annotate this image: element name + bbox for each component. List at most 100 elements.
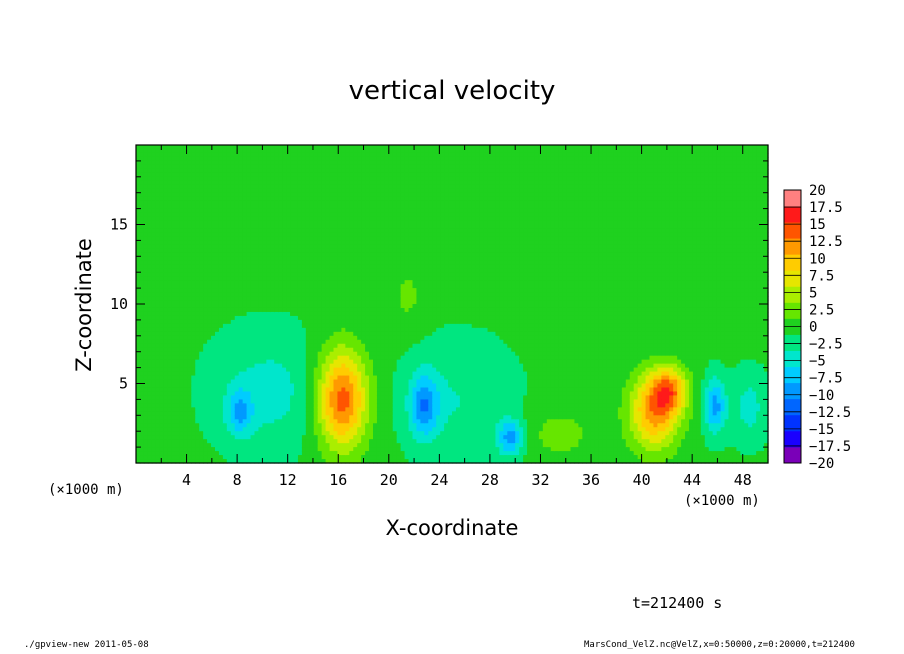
heatmap-cell — [286, 197, 291, 202]
heatmap-cell — [168, 280, 173, 285]
heatmap-cell — [223, 451, 228, 456]
heatmap-cell — [251, 332, 256, 337]
heatmap-cell — [310, 372, 315, 377]
heatmap-cell — [278, 435, 283, 440]
heatmap-cell — [294, 455, 299, 460]
heatmap-cell — [322, 320, 327, 325]
heatmap-cell — [160, 411, 165, 416]
heatmap-cell — [298, 360, 303, 365]
heatmap-cell — [318, 336, 323, 341]
heatmap-cell — [227, 455, 232, 460]
heatmap-cell — [239, 288, 244, 293]
heatmap-cell — [176, 348, 181, 353]
heatmap-cell — [179, 399, 184, 404]
heatmap-cell — [191, 244, 196, 249]
heatmap-cell — [187, 153, 192, 158]
heatmap-cell — [191, 439, 196, 444]
heatmap-cell — [298, 205, 303, 210]
heatmap-cell — [345, 364, 350, 369]
heatmap-cell — [144, 308, 149, 313]
heatmap-cell — [377, 157, 382, 162]
heatmap-cell — [330, 213, 335, 218]
heatmap-cell — [294, 232, 299, 237]
heatmap-cell — [369, 232, 374, 237]
heatmap-cell — [274, 399, 279, 404]
heatmap-cell — [255, 431, 260, 436]
heatmap-cell — [365, 169, 370, 174]
heatmap-cell — [199, 248, 204, 253]
heatmap-cell — [258, 316, 263, 321]
heatmap-cell — [203, 348, 208, 353]
heatmap-cell — [290, 435, 295, 440]
heatmap-cell — [262, 300, 267, 305]
heatmap-cell — [183, 451, 188, 456]
heatmap-cell — [282, 284, 287, 289]
heatmap-cell — [341, 284, 346, 289]
heatmap-cell — [334, 165, 339, 170]
heatmap-cell — [353, 308, 358, 313]
heatmap-cell — [377, 213, 382, 218]
heatmap-cell — [258, 288, 263, 293]
heatmap-cell — [191, 161, 196, 166]
heatmap-cell — [176, 312, 181, 317]
heatmap-cell — [195, 419, 200, 424]
heatmap-cell — [294, 391, 299, 396]
heatmap-cell — [172, 411, 177, 416]
heatmap-cell — [152, 451, 157, 456]
heatmap-cell — [148, 205, 153, 210]
heatmap-cell — [235, 161, 240, 166]
heatmap-cell — [164, 157, 169, 162]
heatmap-cell — [377, 352, 382, 357]
heatmap-cell — [239, 284, 244, 289]
heatmap-cell — [377, 232, 382, 237]
heatmap-cell — [191, 209, 196, 214]
heatmap-cell — [318, 228, 323, 233]
heatmap-cell — [330, 384, 335, 389]
heatmap-cell — [247, 328, 252, 333]
heatmap-cell — [148, 372, 153, 377]
heatmap-cell — [326, 372, 331, 377]
heatmap-cell — [318, 328, 323, 333]
heatmap-cell — [353, 145, 358, 150]
heatmap-cell — [191, 264, 196, 269]
heatmap-cell — [326, 153, 331, 158]
heatmap-cell — [330, 447, 335, 452]
heatmap-cell — [298, 288, 303, 293]
heatmap-cell — [243, 304, 248, 309]
heatmap-cell — [369, 181, 374, 186]
heatmap-cell — [373, 328, 378, 333]
heatmap-cell — [239, 439, 244, 444]
heatmap-cell — [215, 201, 220, 206]
heatmap-cell — [337, 157, 342, 162]
heatmap-cell — [247, 320, 252, 325]
heatmap-cell — [207, 276, 212, 281]
heatmap-cell — [207, 284, 212, 289]
heatmap-cell — [164, 201, 169, 206]
heatmap-cell — [345, 399, 350, 404]
heatmap-cell — [282, 292, 287, 297]
heatmap-cell — [349, 288, 354, 293]
heatmap-cell — [286, 352, 291, 357]
heatmap-cell — [373, 240, 378, 245]
heatmap-cell — [361, 189, 366, 194]
heatmap-cell — [282, 256, 287, 261]
heatmap-cell — [152, 455, 157, 460]
heatmap-cell — [310, 376, 315, 381]
heatmap-cell — [369, 268, 374, 273]
heatmap-cell — [219, 276, 224, 281]
heatmap-cell — [286, 248, 291, 253]
heatmap-cell — [345, 149, 350, 154]
heatmap-cell — [211, 153, 216, 158]
heatmap-cell — [369, 296, 374, 301]
heatmap-cell — [247, 316, 252, 321]
heatmap-cell — [227, 364, 232, 369]
heatmap-cell — [176, 403, 181, 408]
heatmap-cell — [243, 356, 248, 361]
heatmap-cell — [251, 451, 256, 456]
heatmap-cell — [243, 336, 248, 341]
heatmap-cell — [365, 157, 370, 162]
heatmap-cell — [243, 411, 248, 416]
heatmap-cell — [258, 308, 263, 313]
heatmap-cell — [306, 348, 311, 353]
heatmap-cell — [314, 288, 319, 293]
